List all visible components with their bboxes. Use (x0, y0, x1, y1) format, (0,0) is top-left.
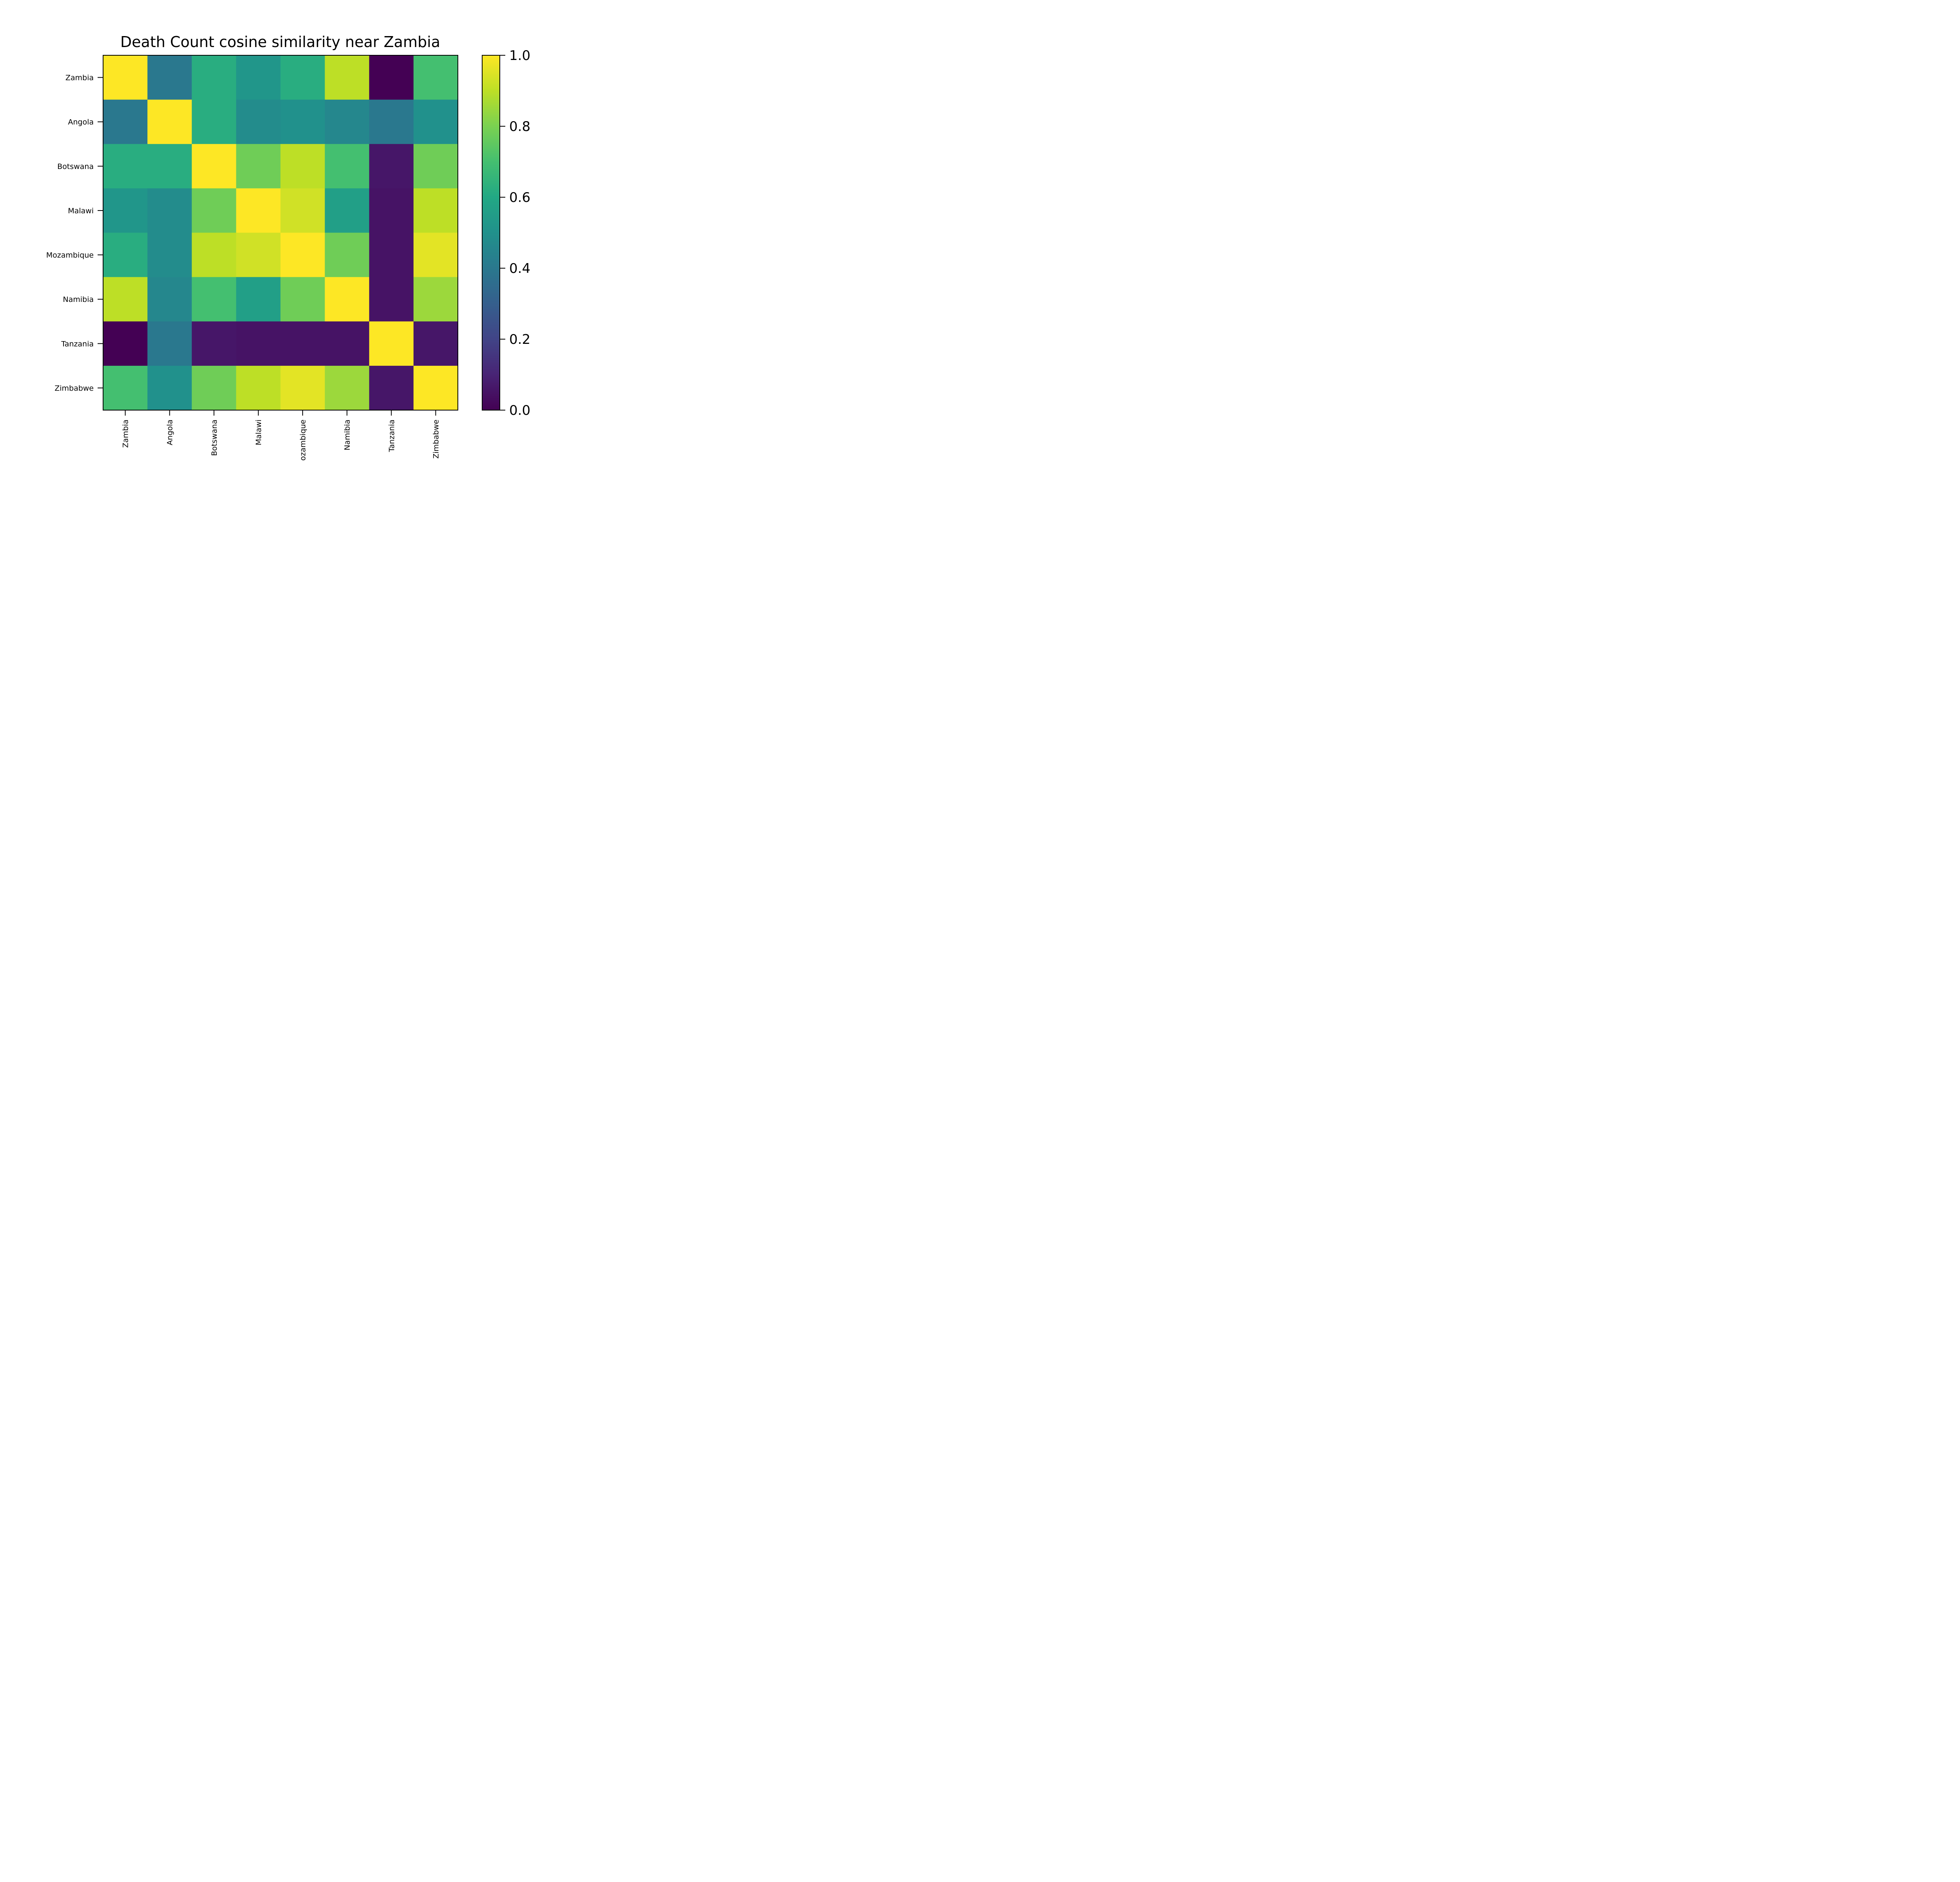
cell-zimbabwe-zambia (103, 365, 148, 411)
heatmap-cells (103, 55, 458, 411)
cell-angola-zambia (103, 100, 148, 144)
x-tick-label: Zambia (122, 420, 130, 448)
cell-zimbabwe-mozambique (280, 365, 325, 411)
cell-zimbabwe-tanzania (369, 365, 414, 411)
cell-botswana-zambia (103, 144, 148, 189)
cell-namibia-mozambique (280, 277, 325, 322)
x-axis: Zambia Angola Botswana Malawi Mozambique Nami… (122, 410, 440, 461)
cell-malawi-malawi (236, 188, 281, 233)
cell-angola-tanzania (369, 100, 414, 144)
cell-angola-malawi (236, 100, 281, 144)
cell-tanzania-malawi (236, 321, 281, 366)
cell-botswana-angola (147, 144, 192, 189)
cell-namibia-angola (147, 277, 192, 322)
cell-mozambique-botswana (192, 233, 236, 278)
cell-zambia-mozambique (280, 55, 325, 100)
cell-zimbabwe-botswana (192, 365, 236, 411)
cell-zambia-tanzania (369, 55, 414, 100)
cell-malawi-zimbabwe (413, 188, 458, 233)
colorbar-tick-label: 0.0 (509, 403, 530, 418)
cell-botswana-namibia (325, 144, 370, 189)
cell-botswana-zimbabwe (413, 144, 458, 189)
cell-botswana-tanzania (369, 144, 414, 189)
cell-malawi-tanzania (369, 188, 414, 233)
cell-malawi-angola (147, 188, 192, 233)
x-tick-label: Mozambique (299, 420, 307, 461)
cell-namibia-namibia (325, 277, 370, 322)
cell-malawi-mozambique (280, 188, 325, 233)
cell-mozambique-namibia (325, 233, 370, 278)
cell-namibia-zimbabwe (413, 277, 458, 322)
cell-zimbabwe-namibia (325, 365, 370, 411)
cell-tanzania-zambia (103, 321, 148, 366)
x-tick-label: Malawi (254, 420, 263, 445)
cell-malawi-namibia (325, 188, 370, 233)
cell-tanzania-mozambique (280, 321, 325, 366)
cell-angola-mozambique (280, 100, 325, 144)
y-tick-label: Tanzania (61, 340, 94, 348)
colorbar-tick-label: 0.2 (509, 332, 530, 347)
cell-mozambique-tanzania (369, 233, 414, 278)
cell-zambia-botswana (192, 55, 236, 100)
cell-mozambique-mozambique (280, 233, 325, 278)
y-axis: Zambia Angola Botswana Malawi Mozambique Nami… (46, 74, 103, 392)
cell-malawi-zambia (103, 188, 148, 233)
cell-namibia-zambia (103, 277, 148, 322)
y-tick-label: Malawi (68, 207, 94, 215)
cell-angola-botswana (192, 100, 236, 144)
x-tick-label: Zimbabwe (432, 420, 440, 459)
y-tick-label: Zimbabwe (54, 384, 94, 392)
colorbar-tick-label: 0.8 (509, 119, 530, 134)
cell-zambia-malawi (236, 55, 281, 100)
plot-frame (103, 55, 458, 411)
cell-namibia-tanzania (369, 277, 414, 322)
colorbar-tick-label: 1.0 (509, 48, 530, 64)
colorbar-axis: 0.0 0.2 0.4 0.6 0.8 1.0 (500, 48, 530, 418)
x-tick-label: Tanzania (387, 420, 396, 452)
cell-zambia-angola (147, 55, 192, 100)
cell-zimbabwe-malawi (236, 365, 281, 411)
y-tick-label: Mozambique (46, 251, 94, 260)
cell-malawi-botswana (192, 188, 236, 233)
x-tick-label: Botswana (210, 420, 219, 456)
y-tick-label: Botswana (57, 162, 94, 171)
y-tick-label: Zambia (65, 74, 94, 82)
cell-botswana-mozambique (280, 144, 325, 189)
cell-botswana-malawi (236, 144, 281, 189)
cell-tanzania-tanzania (369, 321, 414, 366)
x-tick-label: Namibia (343, 420, 352, 451)
colorbar-tick-label: 0.6 (509, 190, 530, 205)
chart-title: Death Count cosine similarity near Zambi… (120, 33, 440, 51)
y-tick-label: Angola (68, 118, 94, 127)
heatmap-chart: Death Count cosine similarity near Zambi… (46, 33, 530, 461)
cell-tanzania-botswana (192, 321, 236, 366)
cell-zambia-namibia (325, 55, 370, 100)
cell-tanzania-zimbabwe (413, 321, 458, 366)
cell-zimbabwe-zimbabwe (413, 365, 458, 411)
cell-namibia-botswana (192, 277, 236, 322)
cell-zimbabwe-angola (147, 365, 192, 411)
cell-mozambique-zimbabwe (413, 233, 458, 278)
cell-mozambique-zambia (103, 233, 148, 278)
cell-angola-namibia (325, 100, 370, 144)
colorbar-tick-label: 0.4 (509, 261, 530, 276)
cell-namibia-malawi (236, 277, 281, 322)
y-tick-label: Namibia (63, 295, 94, 304)
cell-botswana-botswana (192, 144, 236, 189)
cell-mozambique-angola (147, 233, 192, 278)
cell-tanzania-namibia (325, 321, 370, 366)
cell-zambia-zambia (103, 55, 148, 100)
x-tick-label: Angola (166, 420, 174, 445)
cell-angola-zimbabwe (413, 100, 458, 144)
colorbar (482, 55, 500, 411)
cell-angola-angola (147, 100, 192, 144)
cell-zambia-zimbabwe (413, 55, 458, 100)
cell-tanzania-angola (147, 321, 192, 366)
cell-mozambique-malawi (236, 233, 281, 278)
